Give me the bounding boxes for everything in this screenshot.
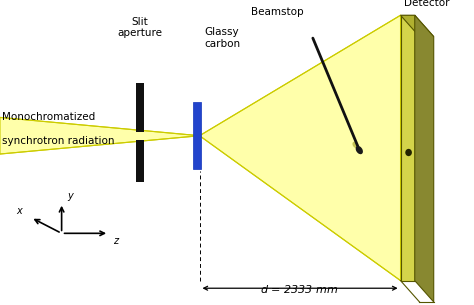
Polygon shape — [401, 15, 434, 37]
Text: z: z — [113, 236, 118, 246]
Polygon shape — [401, 15, 415, 281]
Text: synchrotron radiation: synchrotron radiation — [2, 136, 115, 146]
Text: y: y — [67, 191, 73, 201]
Bar — [136, 139, 144, 182]
Text: Glassy
carbon: Glassy carbon — [205, 27, 241, 49]
Text: $d$ = 2333 mm: $d$ = 2333 mm — [260, 283, 339, 295]
Ellipse shape — [356, 146, 363, 154]
Bar — [193, 102, 201, 169]
Text: Detector: Detector — [404, 0, 449, 8]
Bar — [136, 83, 144, 132]
Text: x: x — [17, 206, 22, 216]
Text: Monochromatized: Monochromatized — [2, 112, 96, 122]
Text: Beamstop: Beamstop — [251, 7, 304, 17]
Text: Slit
aperture: Slit aperture — [118, 16, 162, 38]
Ellipse shape — [405, 149, 412, 156]
Ellipse shape — [353, 142, 358, 148]
Polygon shape — [0, 15, 401, 281]
Polygon shape — [415, 15, 434, 302]
